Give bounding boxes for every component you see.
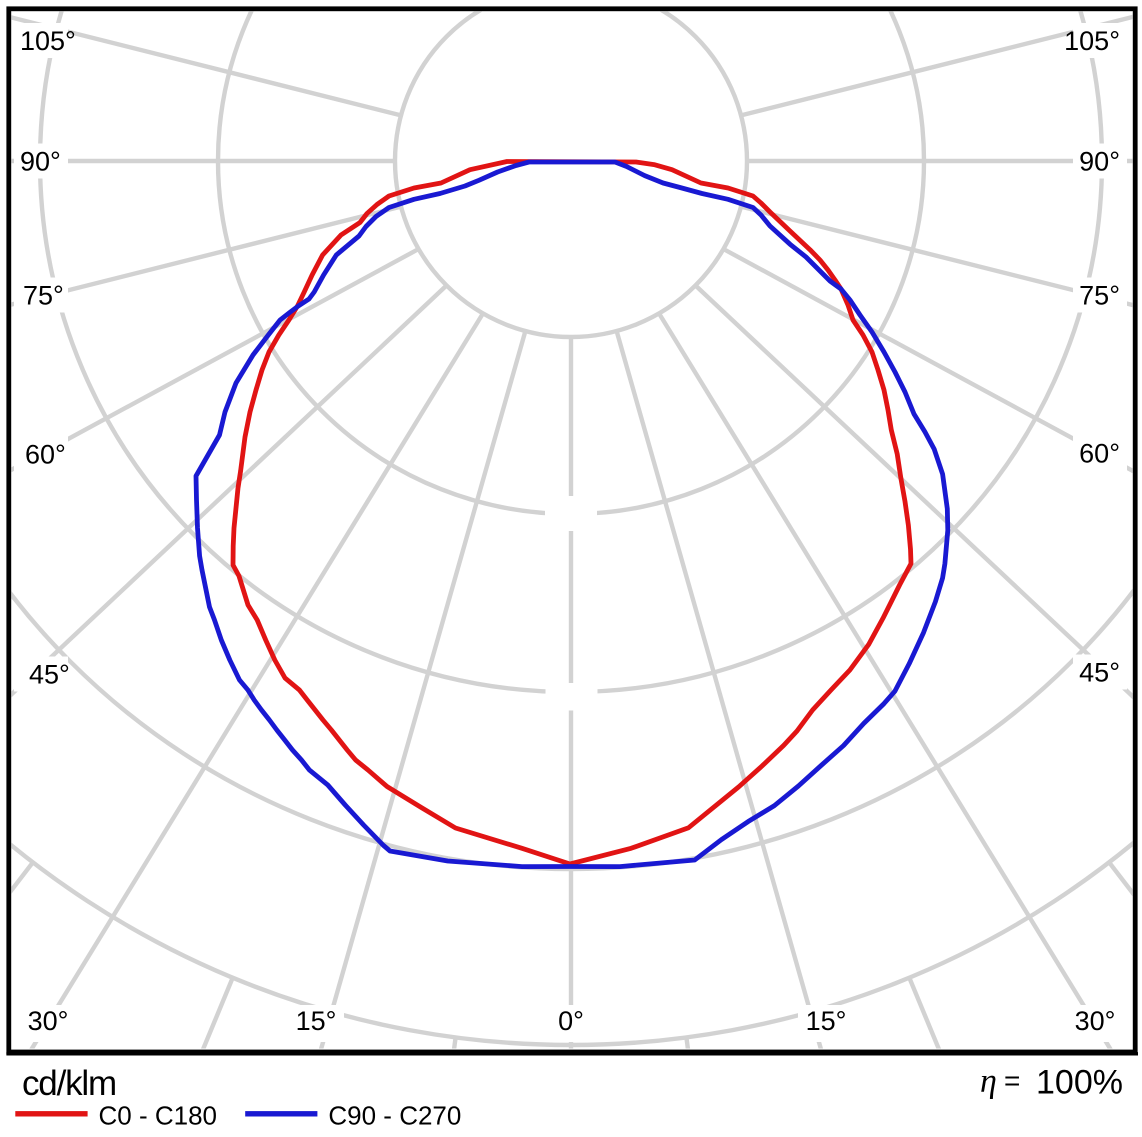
svg-text:30°: 30° [28,1006,69,1036]
svg-text:75°: 75° [1079,281,1120,311]
svg-text:100%: 100% [1036,1064,1123,1102]
svg-text:60°: 60° [25,440,66,470]
svg-text:15°: 15° [806,1006,847,1036]
svg-text:15°: 15° [296,1006,337,1036]
svg-text:C0 - C180: C0 - C180 [99,1101,218,1131]
svg-text:cd/klm: cd/klm [22,1064,116,1103]
svg-text:45°: 45° [1079,658,1120,688]
svg-text:105°: 105° [1064,26,1120,56]
svg-text:=: = [1004,1065,1020,1096]
svg-text:45°: 45° [29,660,70,690]
svg-text:C90 - C270: C90 - C270 [328,1101,461,1131]
svg-text:30°: 30° [1075,1006,1116,1036]
svg-text:75°: 75° [23,281,64,311]
svg-text:60°: 60° [1079,439,1120,469]
svg-text:105°: 105° [20,26,76,56]
svg-text:90°: 90° [20,147,61,177]
svg-text:η: η [980,1063,997,1100]
svg-text:90°: 90° [1079,147,1120,177]
svg-text:0°: 0° [558,1006,584,1036]
